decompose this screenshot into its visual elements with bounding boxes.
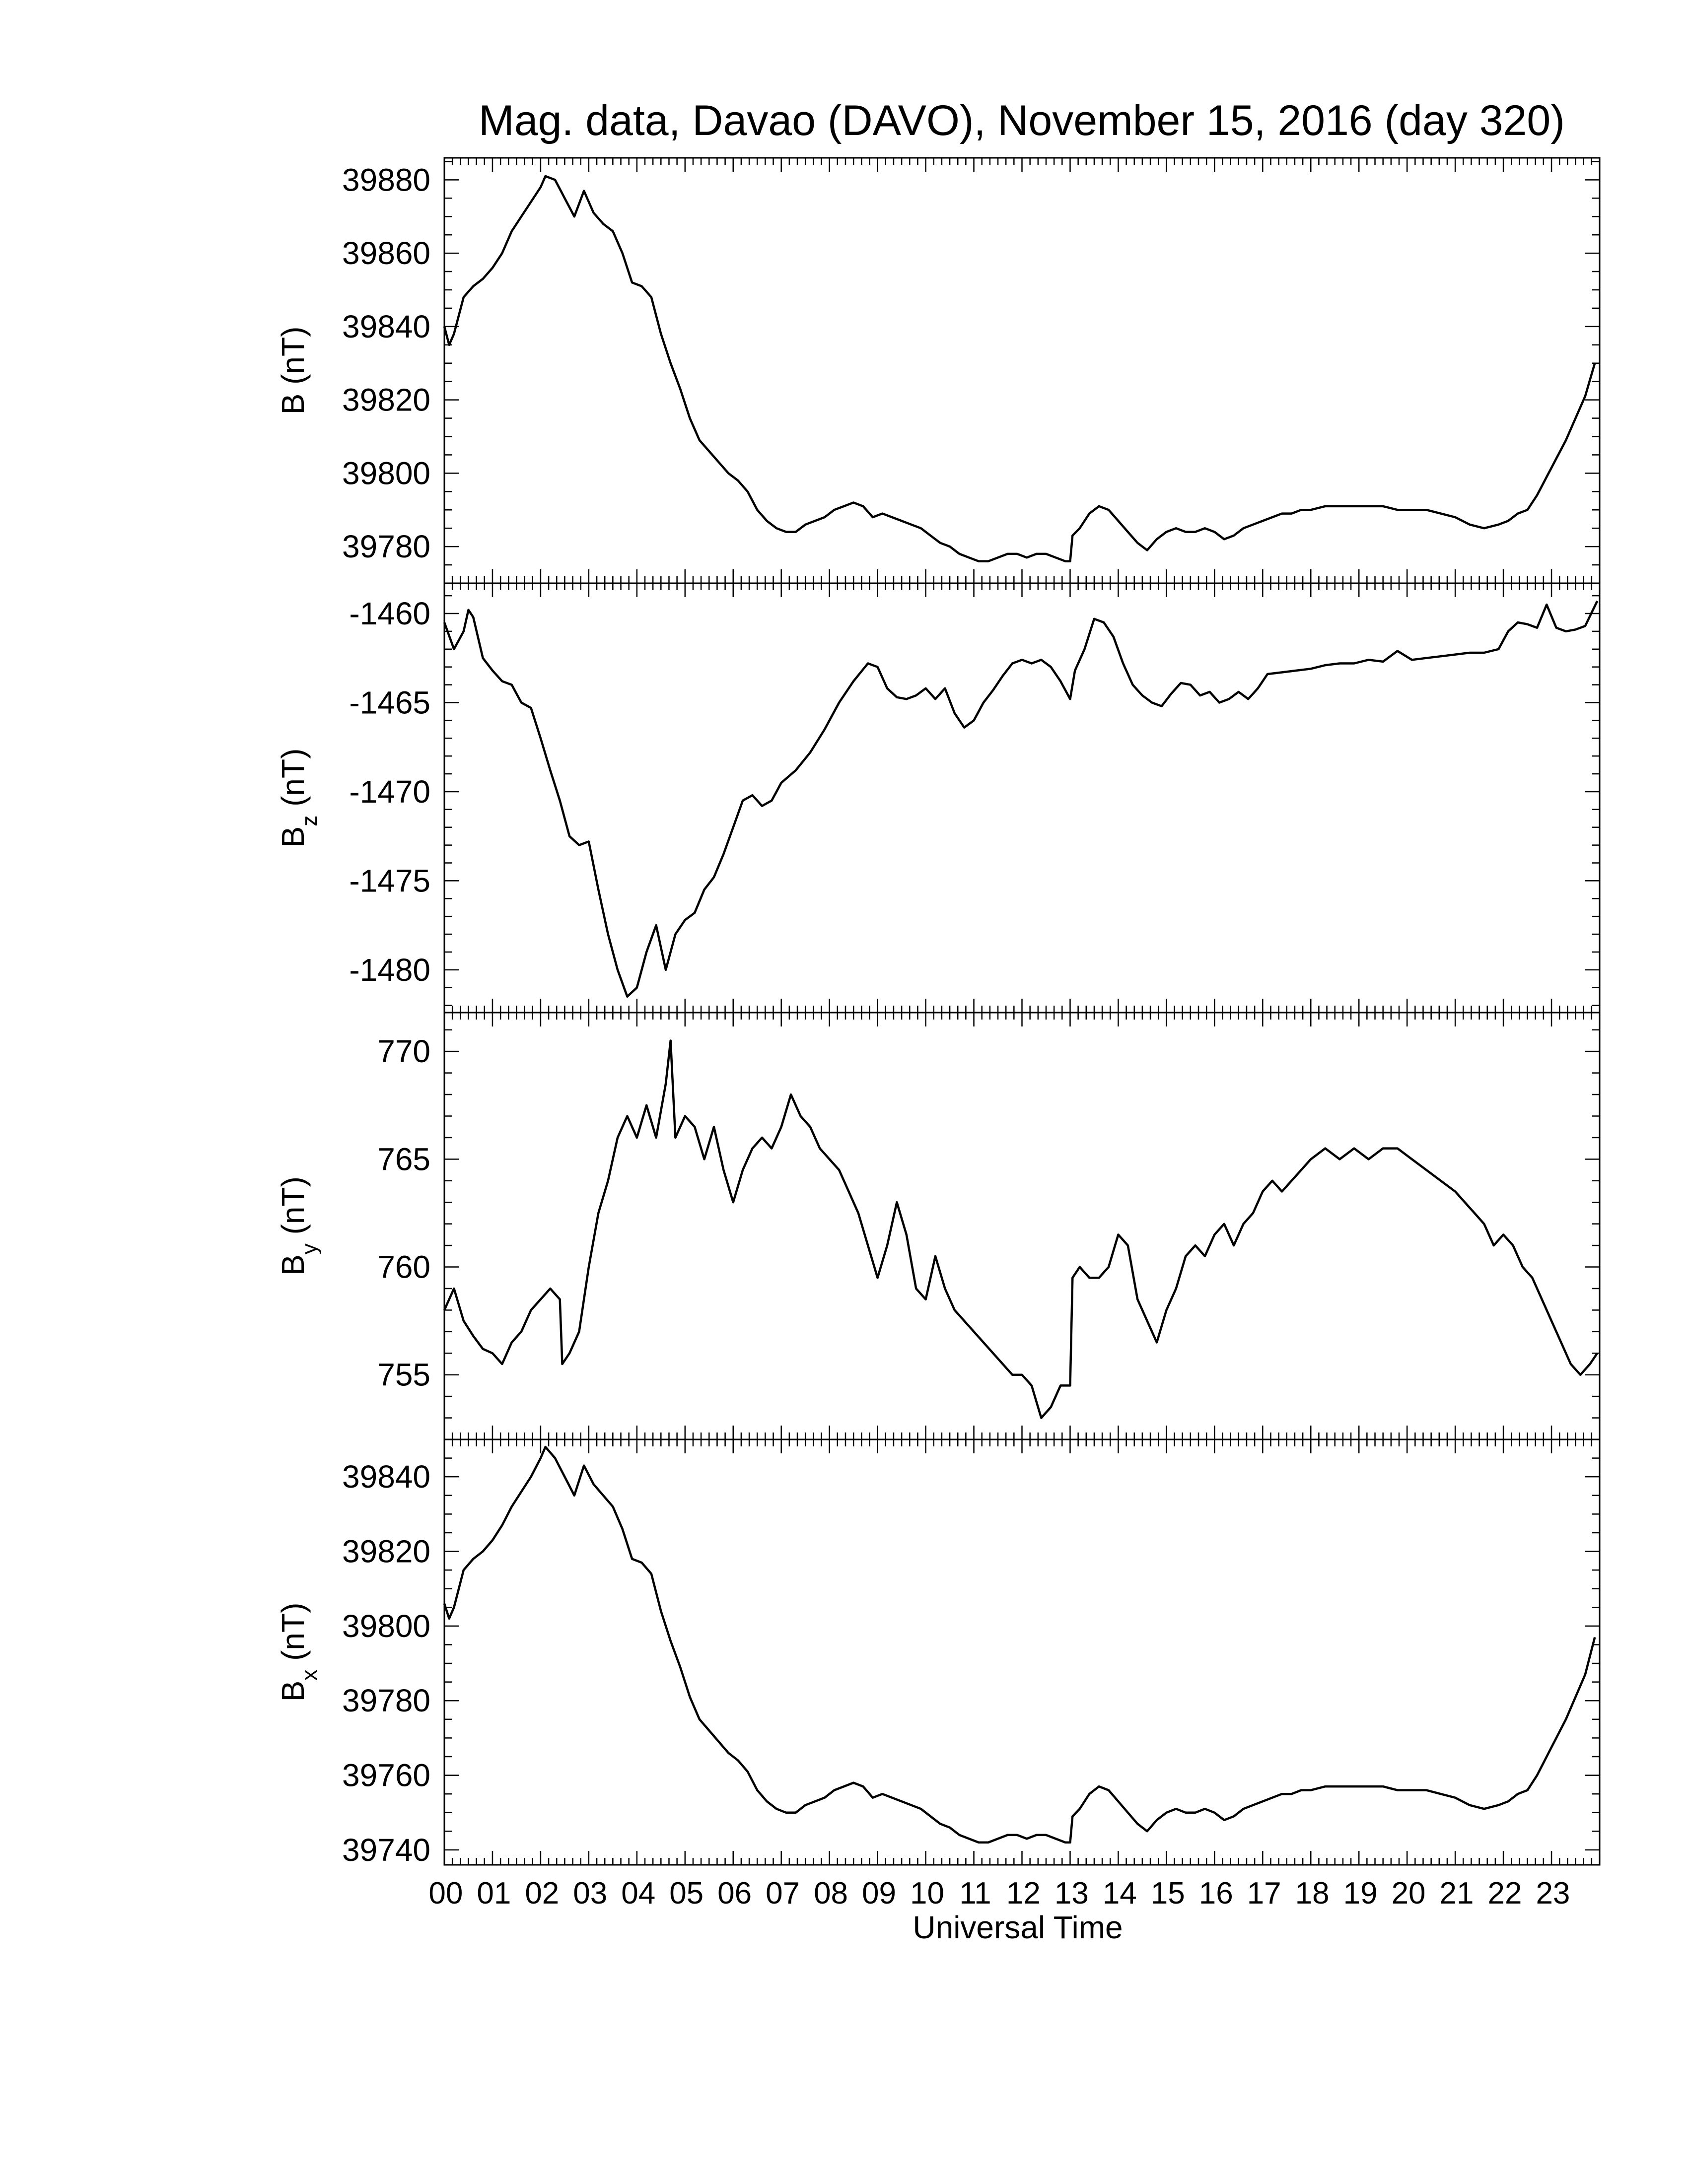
- y-tick-label: 760: [377, 1249, 430, 1285]
- x-tick-label: 18: [1295, 1876, 1330, 1911]
- y-axis-label-unit: (nT): [275, 1603, 311, 1670]
- x-tick-label: 00: [428, 1876, 463, 1911]
- x-tick-label: 01: [477, 1876, 511, 1911]
- x-axis-label: Universal Time: [913, 1910, 1123, 1945]
- x-tick-label: 11: [959, 1876, 991, 1911]
- y-tick-label: 39800: [342, 455, 430, 491]
- y-tick-label: -1465: [349, 684, 430, 720]
- panel-frame: [443, 1438, 1601, 1866]
- series-line-panel-2: [443, 600, 1599, 998]
- y-axis-label: Bx (nT): [275, 1603, 322, 1702]
- x-tick-label: 15: [1151, 1876, 1185, 1911]
- x-tick-label: 07: [766, 1876, 800, 1911]
- x-tick-label: 09: [862, 1876, 896, 1911]
- x-tick-label: 19: [1343, 1876, 1378, 1911]
- y-tick-label: 39880: [342, 162, 430, 198]
- y-axis-label: B (nT): [275, 327, 311, 415]
- x-tick-label: 17: [1247, 1876, 1281, 1911]
- y-tick-label: 39800: [342, 1608, 430, 1644]
- y-tick-label: -1470: [349, 774, 430, 810]
- y-axis-label-subscript: y: [297, 1243, 322, 1254]
- x-tick-label: 04: [621, 1876, 655, 1911]
- y-axis-label-subscript: x: [297, 1670, 322, 1681]
- panel-frame: [443, 157, 1601, 584]
- x-tick-label: 10: [910, 1876, 944, 1911]
- x-tick-label: 23: [1536, 1876, 1570, 1911]
- y-axis-label: Bz (nT): [275, 749, 322, 848]
- y-tick-label: 770: [377, 1033, 430, 1069]
- chart-title: Mag. data, Davao (DAVO), November 15, 20…: [479, 97, 1565, 144]
- y-tick-label: 39840: [342, 309, 430, 344]
- x-tick-label: 08: [814, 1876, 848, 1911]
- y-axis-label-subscript: z: [297, 816, 322, 826]
- y-axis-label-main: B: [275, 826, 311, 848]
- x-tick-label: 03: [573, 1876, 607, 1911]
- y-axis-label: By (nT): [275, 1176, 322, 1276]
- x-tick-label: 22: [1488, 1876, 1522, 1911]
- y-tick-label: 39760: [342, 1758, 430, 1793]
- x-tick-label: 13: [1055, 1876, 1089, 1911]
- y-tick-label: 39780: [342, 1683, 430, 1718]
- x-tick-label: 21: [1440, 1876, 1474, 1911]
- x-tick-labels: 00 01 02 03 04 05 06 07 08 09 10 11 12 13 14 15 16 17 18 19…: [428, 1876, 1570, 1911]
- y-axis-label-main: B: [275, 1681, 311, 1702]
- y-tick-label: -1475: [349, 863, 430, 898]
- panel-2: -1460 -1465 -1470 -1475 -1480 Bz (nT): [275, 582, 1601, 1014]
- y-tick-label: -1480: [349, 952, 430, 988]
- y-axis-label-unit: (nT): [275, 1176, 311, 1243]
- y-tick-label: 755: [377, 1357, 430, 1393]
- y-axis-label-main: B: [275, 1254, 311, 1276]
- y-tick-label: 39780: [342, 529, 430, 564]
- x-tick-label: 20: [1392, 1876, 1426, 1911]
- x-tick-label: 16: [1199, 1876, 1233, 1911]
- y-tick-label: 39860: [342, 235, 430, 271]
- y-tick-label: 39820: [342, 1534, 430, 1570]
- y-tick-label: 39840: [342, 1459, 430, 1495]
- panel-1: 39780 39800 39820 39840 39860 39880 B (nT): [275, 157, 1601, 584]
- panel-3: 770 765 760 755 By (nT): [275, 1012, 1601, 1440]
- y-tick-label: 39820: [342, 382, 430, 418]
- x-tick-label: 14: [1103, 1876, 1137, 1911]
- y-tick-label: -1460: [349, 596, 430, 631]
- y-tick-label: 39740: [342, 1832, 430, 1868]
- y-axis-label-unit: (nT): [275, 749, 311, 816]
- series-line-panel-3: [443, 1039, 1599, 1419]
- x-tick-label: 06: [717, 1876, 752, 1911]
- x-tick-label: 05: [669, 1876, 703, 1911]
- x-tick-label: 12: [1006, 1876, 1041, 1911]
- y-tick-label: 765: [377, 1141, 430, 1177]
- panel-frame: [443, 582, 1601, 1014]
- y-axis-label-unit: (nT): [275, 327, 311, 394]
- y-axis-label-main: B: [275, 394, 311, 415]
- series-line-panel-4: [443, 1445, 1596, 1844]
- x-tick-label: 02: [525, 1876, 559, 1911]
- panel-4: 39840 39820 39800 39780 39760 39740 Bx (nT): [275, 1438, 1601, 1868]
- series-line-panel-1: [443, 175, 1596, 562]
